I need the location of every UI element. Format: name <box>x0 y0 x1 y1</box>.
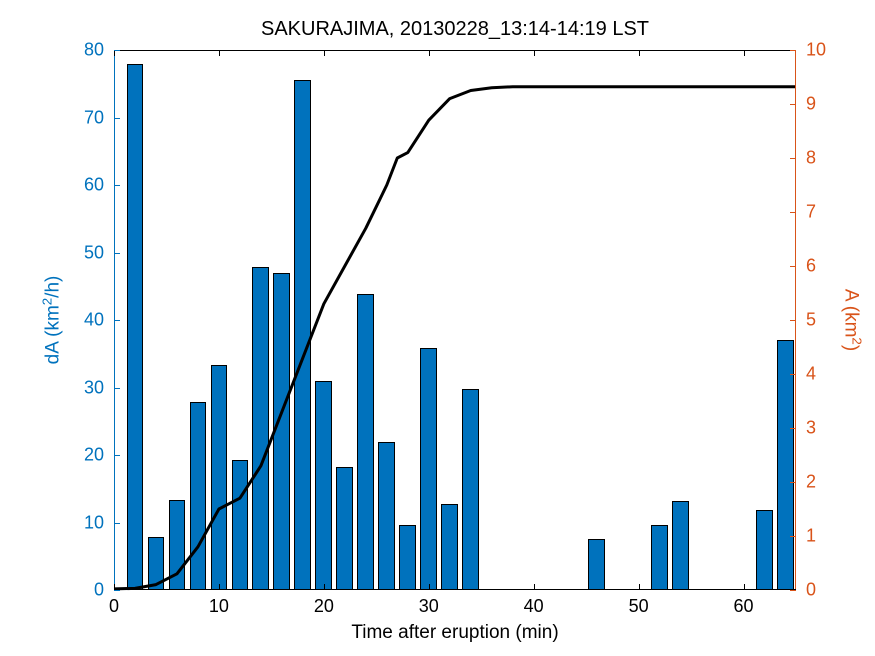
y-left-tick <box>114 455 120 456</box>
x-tick-label: 20 <box>314 596 334 617</box>
y-right-tick <box>790 374 796 375</box>
y-left-tick <box>114 253 120 254</box>
x-tick <box>219 584 220 590</box>
y-right-tick <box>790 320 796 321</box>
y-right-axis-label: A (km2) <box>839 289 864 351</box>
x-tick-label: 40 <box>524 596 544 617</box>
y-left-tick <box>114 523 120 524</box>
y-left-tick-label: 20 <box>84 445 104 466</box>
x-tick <box>744 584 745 590</box>
y-right-tick-label: 2 <box>806 472 816 493</box>
y-left-tick-label: 0 <box>94 580 104 601</box>
y-right-tick <box>790 212 796 213</box>
y-right-tick <box>790 104 796 105</box>
x-tick-top <box>219 50 220 56</box>
x-tick-label: 60 <box>734 596 754 617</box>
y-right-tick-label: 0 <box>806 580 816 601</box>
x-tick-top <box>534 50 535 56</box>
y-left-axis-label: dA (km2/h) <box>39 276 64 365</box>
y-right-tick-label: 4 <box>806 364 816 385</box>
x-tick-label: 50 <box>629 596 649 617</box>
y-right-tick-label: 1 <box>806 526 816 547</box>
chart-title: SAKURAJIMA, 20130228_13:14-14:19 LST <box>261 18 649 41</box>
x-tick-top <box>429 50 430 56</box>
y-left-tick <box>114 320 120 321</box>
y-left-tick <box>114 388 120 389</box>
y-right-tick <box>790 266 796 267</box>
x-tick <box>639 584 640 590</box>
x-tick-label: 10 <box>209 596 229 617</box>
x-tick-label: 0 <box>109 596 119 617</box>
y-right-tick-label: 10 <box>806 40 826 61</box>
y-left-tick-label: 10 <box>84 512 104 533</box>
y-right-tick <box>790 428 796 429</box>
y-left-tick-label: 70 <box>84 107 104 128</box>
x-bottom-spine <box>114 589 796 590</box>
chart-figure: SAKURAJIMA, 20130228_13:14-14:19 LST 010… <box>0 0 875 656</box>
x-tick <box>534 584 535 590</box>
x-tick <box>324 584 325 590</box>
y-right-tick-label: 5 <box>806 310 816 331</box>
y-right-tick-label: 3 <box>806 418 816 439</box>
y-left-tick-label: 40 <box>84 310 104 331</box>
x-tick <box>429 584 430 590</box>
x-tick-top <box>324 50 325 56</box>
x-tick-label: 30 <box>419 596 439 617</box>
plot-area <box>114 50 796 590</box>
x-axis-label: Time after eruption (min) <box>351 622 558 644</box>
line-layer <box>114 50 796 590</box>
y-right-tick-label: 8 <box>806 148 816 169</box>
y-left-tick-label: 60 <box>84 175 104 196</box>
y-right-tick-label: 9 <box>806 94 816 115</box>
top-spine <box>114 50 796 51</box>
y-right-tick-label: 7 <box>806 202 816 223</box>
y-left-tick-label: 30 <box>84 377 104 398</box>
y-left-tick <box>114 590 120 591</box>
y-left-tick <box>114 50 120 51</box>
y-right-tick <box>790 536 796 537</box>
y-right-tick <box>790 482 796 483</box>
y-left-tick-label: 50 <box>84 242 104 263</box>
y-left-tick <box>114 118 120 119</box>
y-left-tick <box>114 185 120 186</box>
y-right-tick <box>790 50 796 51</box>
y-right-tick <box>790 158 796 159</box>
x-tick-top <box>744 50 745 56</box>
y-left-tick-label: 80 <box>84 40 104 61</box>
y-right-tick-label: 6 <box>806 256 816 277</box>
y-right-tick <box>790 590 796 591</box>
x-tick-top <box>639 50 640 56</box>
cumulative-line <box>114 87 796 589</box>
